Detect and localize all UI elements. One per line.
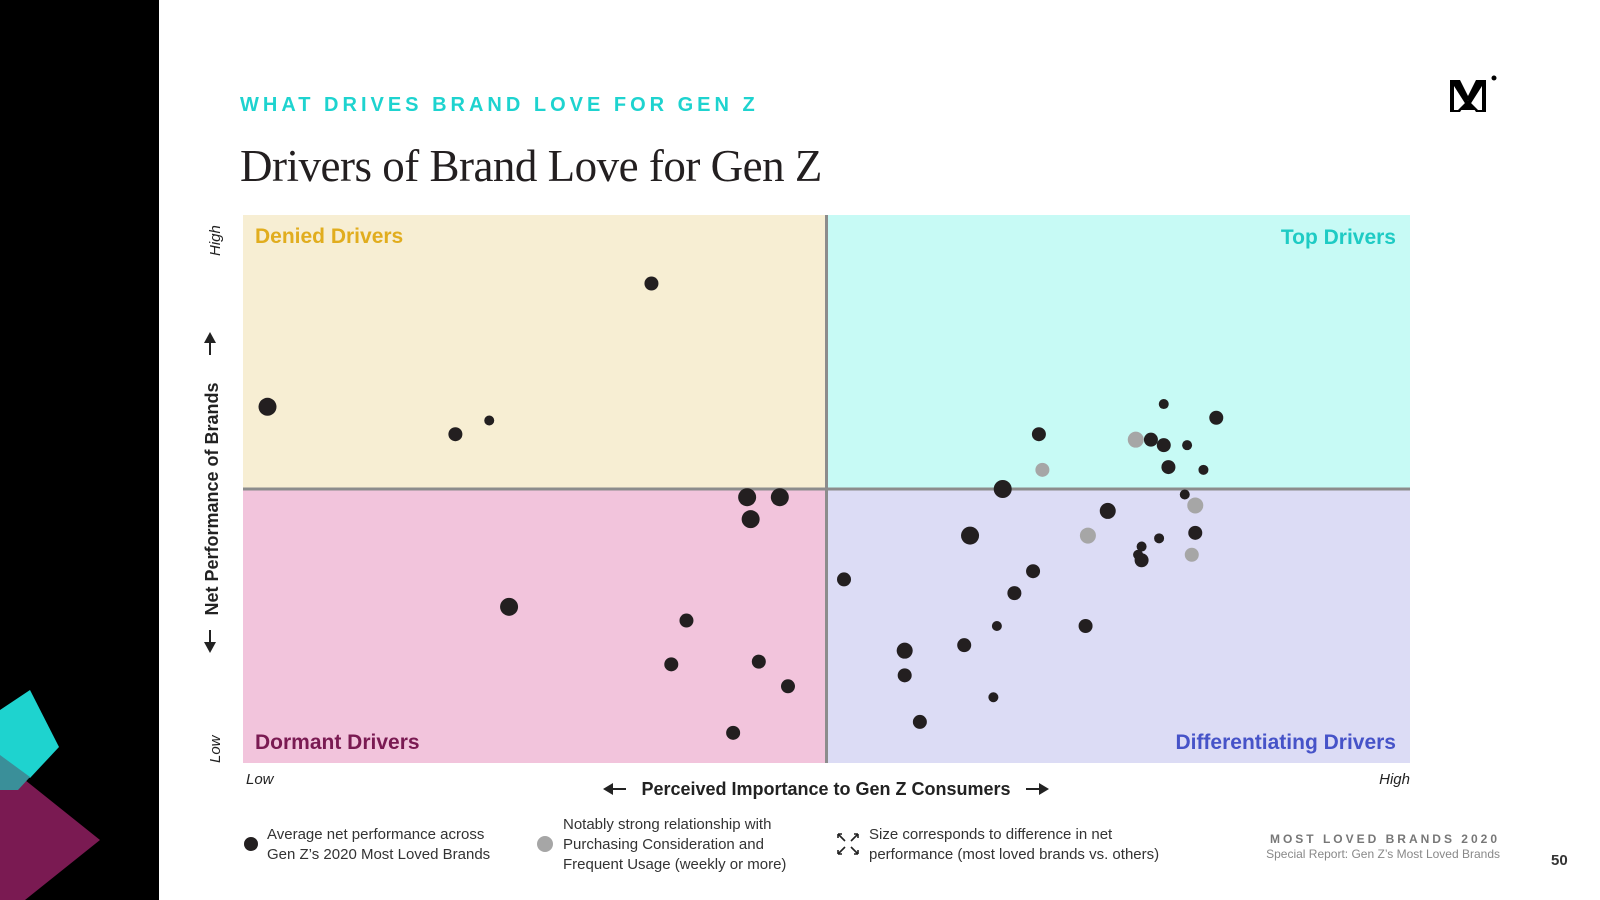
quadrant-dormant-bg bbox=[243, 489, 827, 763]
data-point bbox=[751, 654, 766, 669]
data-point bbox=[896, 642, 913, 659]
data-points bbox=[258, 276, 1224, 740]
x-axis-title: Perceived Importance to Gen Z Consumers bbox=[641, 779, 1010, 799]
decorative-diamonds bbox=[0, 690, 100, 900]
legend-strong-marker bbox=[537, 836, 553, 852]
quadrant-label-top: Top Drivers bbox=[1281, 226, 1396, 249]
data-point bbox=[1007, 586, 1022, 601]
x-axis-title-group: Perceived Importance to Gen Z Consumers bbox=[603, 779, 1049, 799]
legend-size-line: Size corresponds to difference in net bbox=[869, 826, 1113, 843]
quadrant-label-dormant: Dormant Drivers bbox=[255, 731, 420, 754]
data-point bbox=[679, 613, 694, 628]
data-point bbox=[912, 714, 927, 729]
legend-size-text: Size corresponds to difference in net pe… bbox=[869, 825, 1159, 865]
footer-report-subtitle: Special Report: Gen Z’s Most Loved Brand… bbox=[1266, 847, 1500, 861]
data-point bbox=[1136, 541, 1147, 552]
data-point bbox=[726, 725, 741, 740]
data-point bbox=[957, 638, 972, 653]
data-point-strong bbox=[1127, 431, 1144, 448]
data-point bbox=[991, 621, 1002, 631]
expand-arrows-icon bbox=[837, 833, 859, 855]
brand-logo bbox=[1450, 75, 1497, 112]
page-number: 50 bbox=[1551, 852, 1568, 869]
legend-average-line: Gen Z’s 2020 Most Loved Brands bbox=[267, 846, 491, 863]
y-axis-title: Net Performance of Brands bbox=[202, 382, 222, 615]
quadrant-label-differentiating: Differentiating Drivers bbox=[1175, 731, 1396, 754]
data-point bbox=[1156, 438, 1171, 453]
quadrant-label-denied: Denied Drivers bbox=[255, 225, 403, 248]
footer-report-title: MOST LOVED BRANDS 2020 bbox=[1269, 832, 1500, 846]
data-point bbox=[1078, 619, 1093, 633]
legend-average-line: Average net performance across bbox=[267, 826, 485, 843]
data-point bbox=[961, 526, 980, 545]
data-point bbox=[993, 480, 1012, 498]
legend-average-text: Average net performance across Gen Z’s 2… bbox=[267, 825, 490, 865]
arrow-down-icon bbox=[204, 630, 216, 653]
data-point bbox=[1182, 440, 1193, 451]
data-point-strong bbox=[1035, 462, 1050, 477]
data-point bbox=[837, 572, 852, 587]
data-point bbox=[448, 427, 463, 442]
legend-strong-line: Frequent Usage (weekly or more) bbox=[563, 856, 787, 873]
data-point bbox=[258, 397, 277, 416]
data-point bbox=[1209, 410, 1224, 425]
data-point bbox=[664, 657, 679, 672]
legend-strong-line: Purchasing Consideration and bbox=[563, 836, 764, 853]
data-point bbox=[1154, 533, 1165, 544]
x-axis-high-label: High bbox=[1379, 771, 1410, 788]
arrow-right-icon bbox=[1026, 783, 1049, 795]
legend-strong-text: Notably strong relationship with Purchas… bbox=[563, 815, 786, 875]
page-title: Drivers of Brand Love for Gen Z bbox=[240, 141, 822, 191]
y-axis-title-group: Net Performance of Brands bbox=[202, 332, 222, 653]
data-point bbox=[1099, 502, 1116, 519]
data-point-strong bbox=[1079, 527, 1096, 544]
x-axis-low-label: Low bbox=[246, 771, 275, 788]
data-point bbox=[1161, 460, 1176, 475]
data-point bbox=[1188, 525, 1203, 540]
data-point bbox=[500, 597, 519, 616]
quadrant-top-bg bbox=[826, 215, 1410, 489]
data-point bbox=[780, 679, 795, 694]
legend-size-line: performance (most loved brands vs. other… bbox=[869, 846, 1160, 863]
legend-strong-line: Notably strong relationship with bbox=[563, 816, 772, 833]
quadrant-denied-bg bbox=[243, 215, 827, 489]
data-point bbox=[1198, 464, 1209, 475]
data-point bbox=[1179, 489, 1190, 500]
data-point bbox=[988, 692, 999, 703]
data-point bbox=[741, 510, 760, 529]
data-point-strong bbox=[1184, 547, 1199, 562]
data-point-strong bbox=[1187, 497, 1204, 514]
data-point bbox=[1031, 427, 1046, 442]
data-point bbox=[484, 415, 495, 426]
data-point bbox=[897, 668, 912, 683]
data-point bbox=[644, 276, 659, 291]
y-axis-low-label: Low bbox=[207, 734, 224, 763]
eyebrow-heading: WHAT DRIVES BRAND LOVE FOR GEN Z bbox=[240, 94, 759, 116]
arrow-up-icon bbox=[204, 332, 216, 355]
data-point bbox=[1134, 553, 1149, 568]
sidebar bbox=[0, 0, 159, 900]
data-point bbox=[1158, 399, 1169, 410]
y-axis-high-label: High bbox=[207, 225, 224, 256]
data-point bbox=[1026, 564, 1041, 579]
arrow-left-icon bbox=[603, 783, 626, 795]
data-point bbox=[770, 488, 789, 507]
data-point bbox=[738, 488, 757, 507]
legend-average-marker bbox=[244, 837, 258, 851]
data-point bbox=[1143, 432, 1158, 447]
